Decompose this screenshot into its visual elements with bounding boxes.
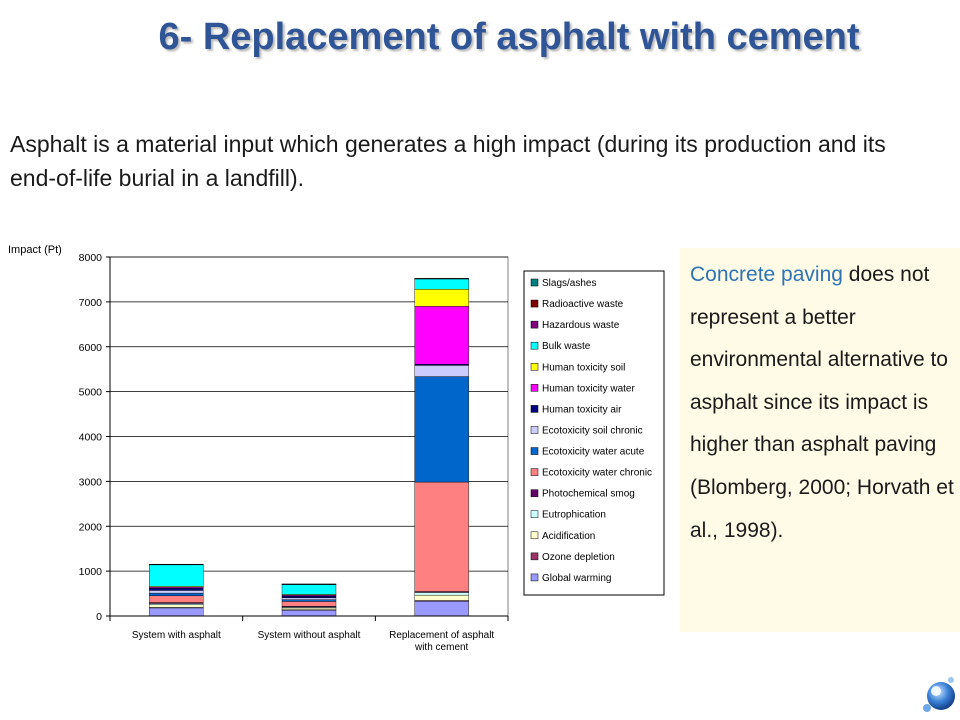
legend-label: Human toxicity soil xyxy=(542,362,625,373)
bar-segment xyxy=(414,365,469,377)
legend-swatch xyxy=(530,489,539,497)
legend-label: Slags/ashes xyxy=(542,278,596,289)
x-category-label: System with asphalt xyxy=(132,630,221,641)
y-tick-label: 4000 xyxy=(79,432,103,444)
bar-segment xyxy=(281,597,337,600)
legend-swatch xyxy=(530,384,539,392)
bar-segment xyxy=(281,595,337,599)
legend-label: Eutrophication xyxy=(542,510,606,521)
legend-label: Ozone depletion xyxy=(542,552,615,563)
y-tick-label: 0 xyxy=(96,611,102,623)
bar-segment xyxy=(149,592,204,597)
legend-swatch xyxy=(530,510,539,518)
legend-swatch xyxy=(530,552,539,561)
globe-logo-icon xyxy=(923,677,955,712)
legend-swatch xyxy=(530,363,539,371)
bar-segment xyxy=(149,587,204,591)
y-tick-label: 2000 xyxy=(79,521,103,533)
legend-label: Ecotoxicity water chronic xyxy=(542,468,652,479)
legend-swatch xyxy=(530,405,539,413)
legend-label: Acidification xyxy=(542,531,595,542)
legend-swatch xyxy=(530,320,539,329)
legend-label: Global warming xyxy=(542,573,611,584)
bar-segment xyxy=(414,594,469,601)
bar-segment xyxy=(149,590,204,594)
bar-segment xyxy=(281,609,337,617)
x-category-label: Replacement of asphalt xyxy=(389,630,494,641)
legend-label: Radioactive waste xyxy=(542,299,624,310)
stacked-bar-chart: Impact (Pt) 0 1000 2000 3000 4000 5000 6000 700… xyxy=(8,244,665,653)
bar-segment xyxy=(149,604,204,608)
y-tick-label: 7000 xyxy=(79,297,103,309)
y-tick-label: 5000 xyxy=(79,387,103,399)
intro-text: Asphalt is a material input which genera… xyxy=(10,131,886,191)
x-category-label: System without asphalt xyxy=(258,630,361,641)
legend-swatch xyxy=(530,341,539,350)
legend-box xyxy=(523,270,665,596)
bar-segment xyxy=(149,595,204,603)
slide-title: 6- Replacement of asphalt with cement xyxy=(158,16,860,58)
legend-swatch xyxy=(530,426,539,434)
y-tick-label: 8000 xyxy=(79,252,103,264)
bar-segment xyxy=(414,481,469,592)
bar-segment xyxy=(414,592,469,596)
y-tick-label: 6000 xyxy=(79,342,103,354)
legend-swatch xyxy=(530,468,539,476)
bar-segment xyxy=(149,603,204,605)
legend-label: Human toxicity air xyxy=(542,404,622,415)
legend-swatch xyxy=(530,447,539,455)
y-tick-label: 3000 xyxy=(79,476,103,488)
legend-label: Hazardous waste xyxy=(542,320,620,331)
bar-segment xyxy=(149,564,204,587)
bar-segment xyxy=(281,601,337,607)
bar-segment xyxy=(281,607,337,610)
conclusion-note: Concrete paving does not represent a bet… xyxy=(680,248,960,632)
legend-swatch xyxy=(530,299,539,308)
legend-swatch xyxy=(530,531,539,540)
bar-segment xyxy=(414,289,469,307)
bar-segment xyxy=(281,599,337,602)
bar-segment xyxy=(149,607,204,617)
legend-swatch xyxy=(530,278,539,287)
legend-label: Ecotoxicity soil chronic xyxy=(542,425,643,436)
bar-segment xyxy=(414,306,469,365)
x-category-label: with cement xyxy=(414,642,469,653)
legend-label: Ecotoxicity water acute xyxy=(542,447,645,458)
y-tick-label: 1000 xyxy=(79,566,103,578)
note-highlight: Concrete paving xyxy=(690,263,843,286)
legend-label: Human toxicity water xyxy=(542,383,635,394)
y-axis-label: Impact (Pt) xyxy=(8,244,62,256)
legend-label: Photochemical smog xyxy=(542,489,635,500)
legend-label: Bulk waste xyxy=(542,341,591,352)
bar-segment xyxy=(281,584,337,595)
bar-segment xyxy=(414,376,469,483)
note-body: does not represent a better environmenta… xyxy=(690,263,954,542)
legend-swatch xyxy=(530,573,539,582)
bar-segment xyxy=(414,278,469,290)
bar-segment xyxy=(414,600,469,617)
